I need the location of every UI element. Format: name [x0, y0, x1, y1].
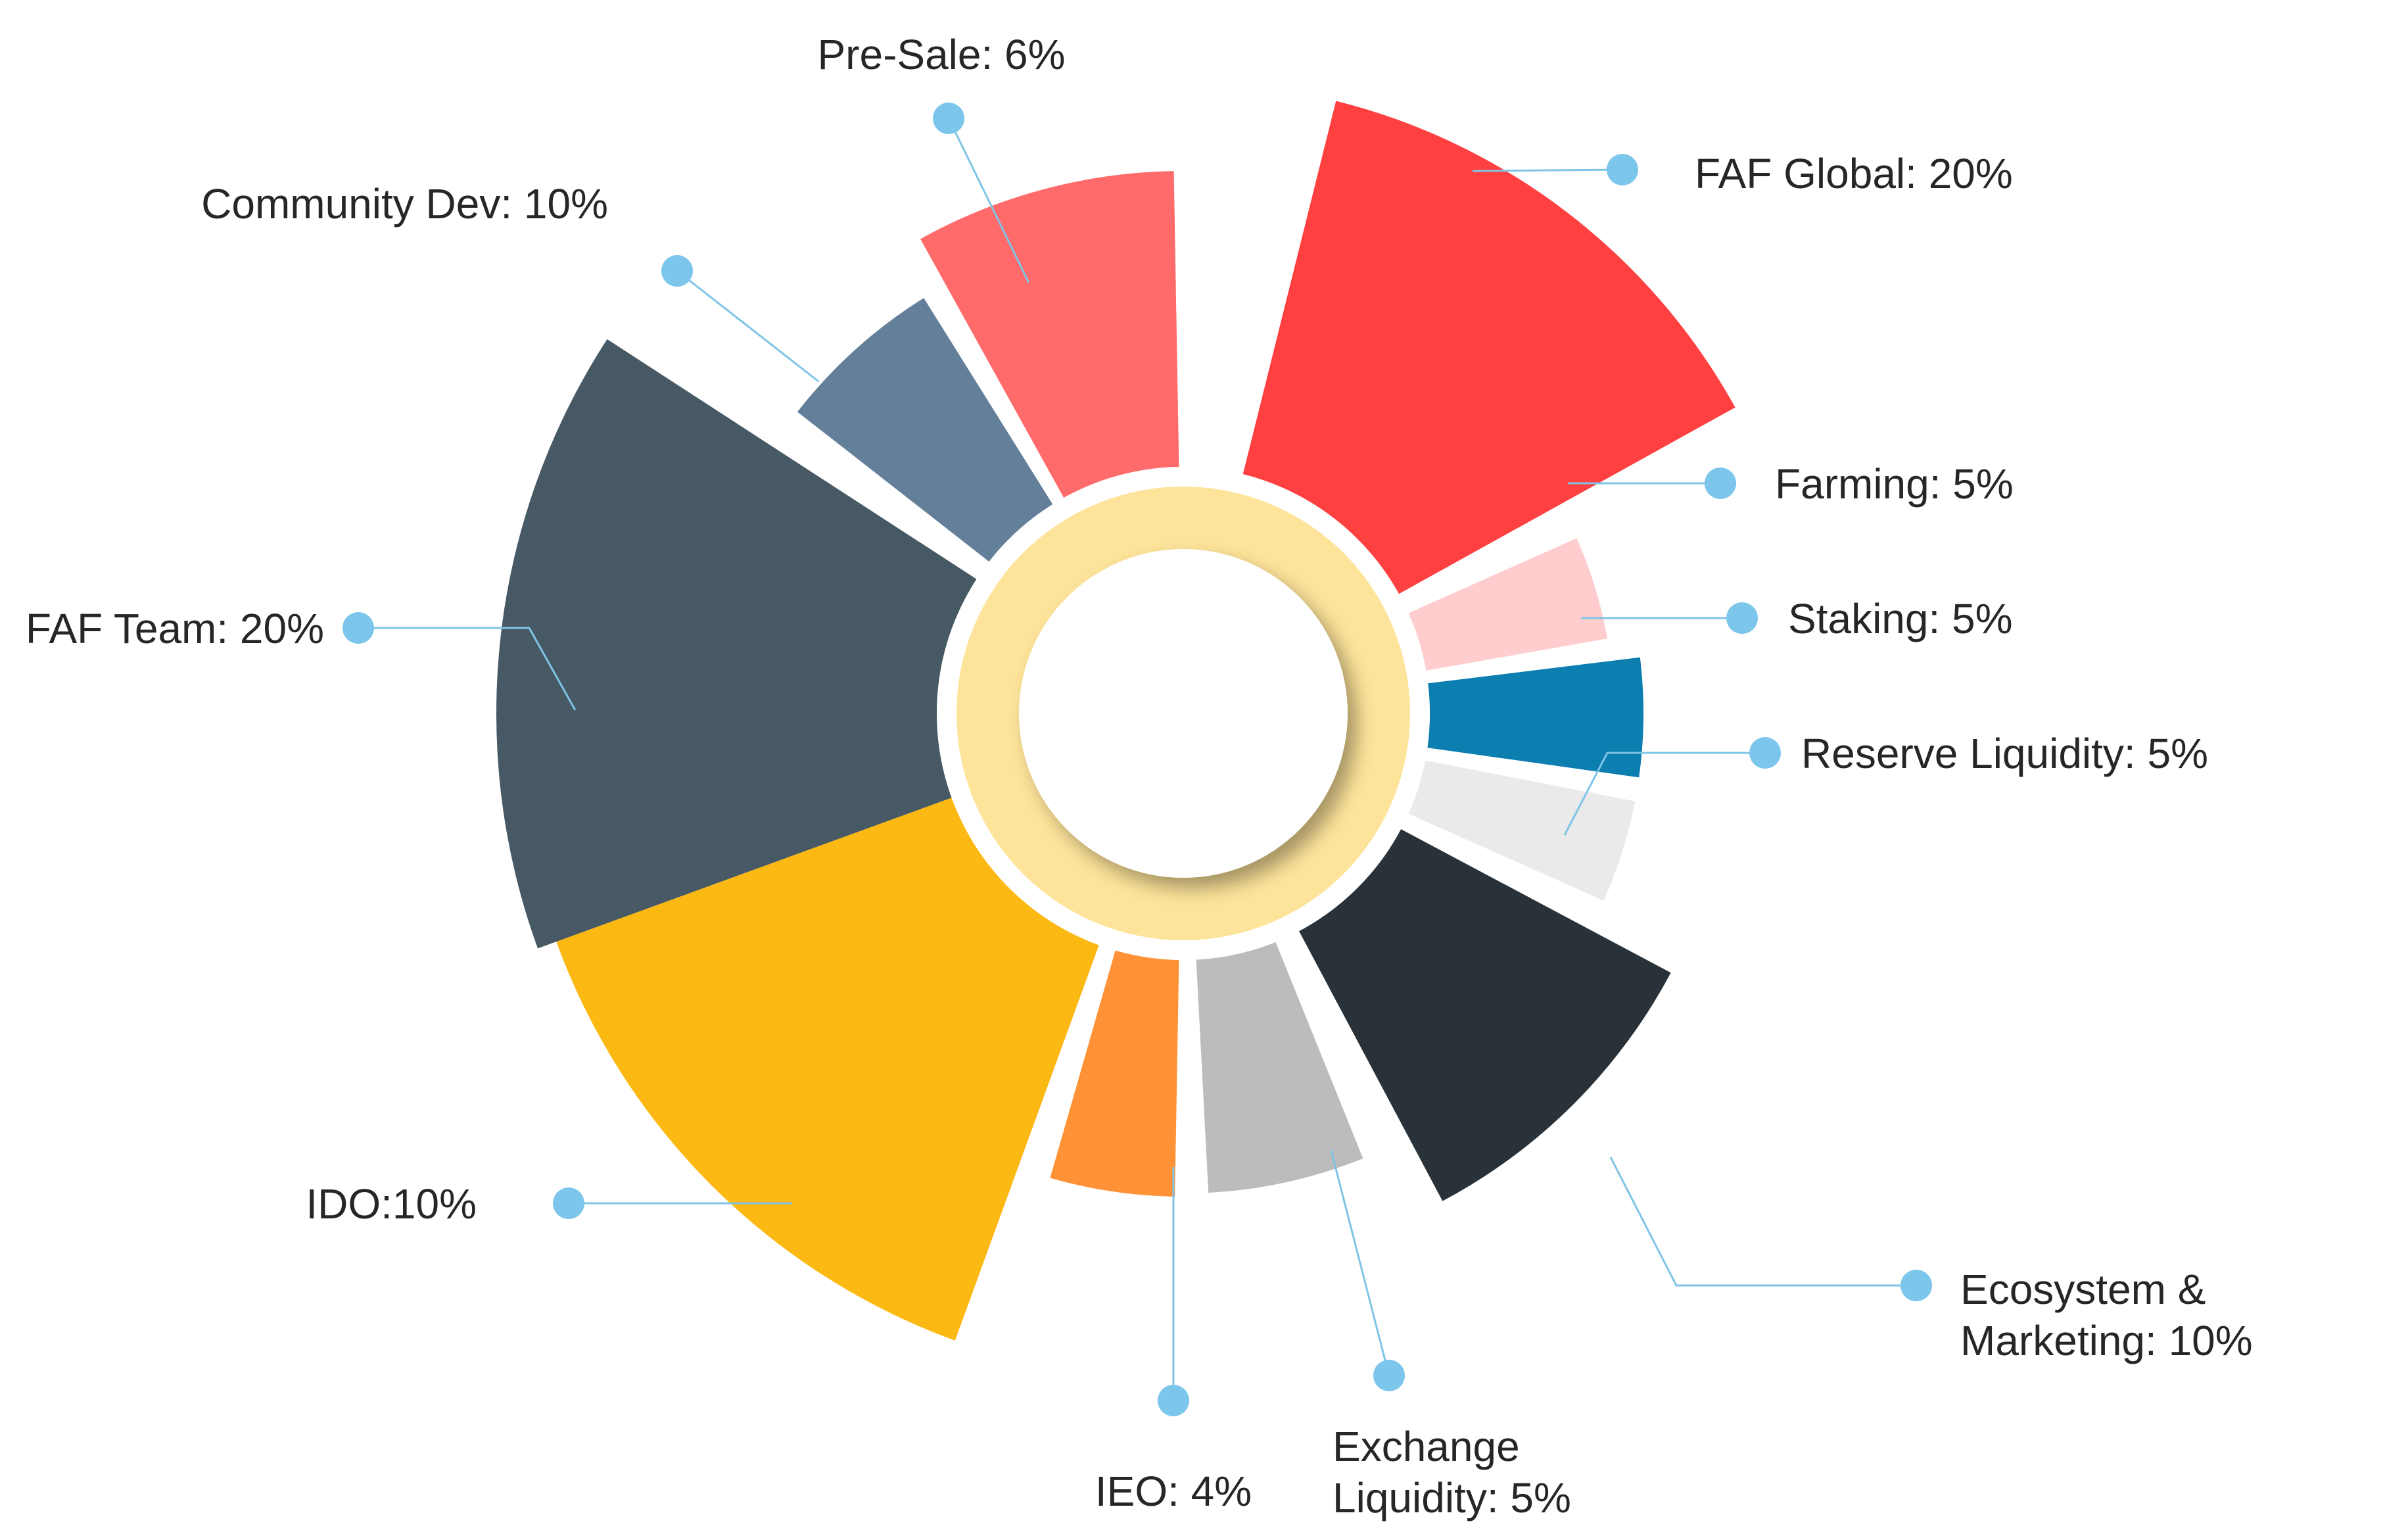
slice-label-0: FAF Global: 20%: [1695, 150, 2013, 197]
leader-dot-4: [1900, 1270, 1932, 1301]
slice-label-7-line-0: IDO:10%: [306, 1180, 477, 1228]
slice-label-1-line-0: Farming: 5%: [1775, 460, 2014, 508]
slice-label-5-line-1: Liquidity: 5%: [1333, 1474, 1571, 1522]
leader-dot-2: [1726, 602, 1758, 634]
leader-dot-0: [1607, 154, 1638, 185]
leader-line-9: [677, 271, 818, 381]
leader-dot-1: [1705, 467, 1736, 499]
slice-label-0-line-0: FAF Global: 20%: [1695, 150, 2013, 197]
leader-dot-7: [553, 1187, 584, 1219]
leader-line-0: [1473, 170, 1622, 171]
slice-label-9-line-0: Community Dev: 10%: [201, 180, 608, 228]
slice-label-3-line-0: Reserve Liquidity: 5%: [1801, 730, 2208, 777]
slice-label-7: IDO:10%: [306, 1180, 477, 1228]
leader-line-4: [1611, 1157, 1916, 1285]
pie-slice-2: [1427, 658, 1643, 778]
leader-dot-8: [342, 612, 374, 644]
slice-label-4-line-0: Ecosystem &: [1960, 1266, 2206, 1313]
slice-label-2-line-0: Staking: 5%: [1788, 595, 2013, 642]
slice-label-9: Community Dev: 10%: [201, 180, 608, 228]
leader-line-5: [1331, 1151, 1389, 1376]
slice-label-5-line-0: Exchange: [1333, 1423, 1520, 1470]
slice-label-8-line-0: FAF Team: 20%: [26, 605, 324, 652]
slice-label-2: Staking: 5%: [1788, 595, 2013, 642]
leader-dot-3: [1749, 737, 1781, 769]
leader-dot-10: [933, 103, 964, 134]
slice-label-5: Exchange Liquidity: 5%: [1333, 1423, 1571, 1522]
leader-dot-6: [1158, 1385, 1189, 1416]
slice-label-3: Reserve Liquidity: 5%: [1801, 730, 2208, 777]
slice-label-10-line-0: Pre-Sale: 6%: [817, 31, 1065, 78]
slice-label-8: FAF Team: 20%: [26, 605, 324, 652]
center-ring: [937, 467, 1430, 960]
slice-label-6-line-0: IEO: 4%: [1095, 1468, 1252, 1515]
slice-label-1: Farming: 5%: [1775, 460, 2014, 508]
slice-label-4-line-1: Marketing: 10%: [1960, 1317, 2253, 1364]
slice-label-6: IEO: 4%: [1095, 1468, 1252, 1515]
slice-label-10: Pre-Sale: 6%: [817, 31, 1065, 78]
leader-dot-9: [661, 255, 693, 287]
slice-label-4: Ecosystem & Marketing: 10%: [1960, 1266, 2253, 1364]
leader-dot-5: [1373, 1360, 1405, 1391]
center-hole: [1019, 549, 1348, 878]
